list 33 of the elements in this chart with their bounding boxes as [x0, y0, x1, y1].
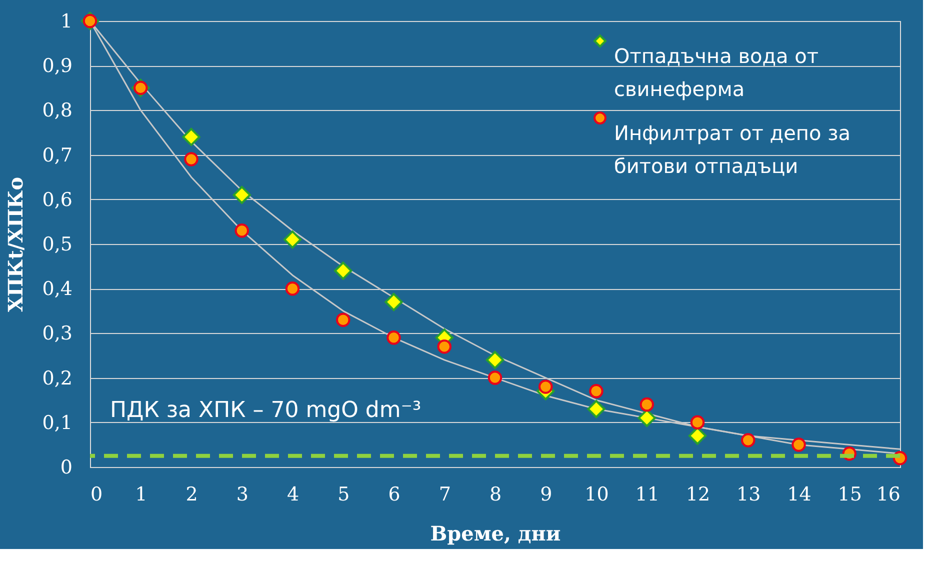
y-tick-label: 0,8	[42, 100, 72, 122]
x-tick-label: 11	[635, 484, 660, 506]
y-tick-label: 0,7	[42, 144, 72, 166]
x-tick-label: 16	[876, 484, 900, 506]
x-tick-label: 9	[540, 484, 552, 506]
y-tick-label: 1	[60, 10, 72, 32]
x-tick-label: 15	[838, 484, 862, 506]
legend-label: Инфилтрат от депо за битови отпадъци	[614, 121, 850, 178]
x-tick-label: 14	[787, 484, 812, 506]
x-tick-label: 12	[686, 484, 710, 506]
y-tick-label: 0,2	[42, 367, 72, 390]
x-tick-label: 8	[489, 484, 502, 506]
x-tick-label: 2	[186, 484, 198, 506]
y-tick-label: 0,6	[42, 188, 72, 211]
x-tick-label: 13	[736, 484, 761, 506]
y-tick-label: 0,1	[42, 412, 72, 434]
x-tick-label: 10	[584, 484, 609, 506]
y-axis-title: ХПКt/ХПКо	[3, 176, 28, 312]
x-tick-label: 1	[135, 484, 148, 506]
x-tick-label: 4	[286, 484, 300, 506]
x-tick-label: 7	[438, 484, 451, 506]
x-tick-label: 0	[90, 484, 103, 506]
y-tick-label: 0,5	[42, 234, 72, 256]
y-tick-label: 0,3	[42, 322, 72, 345]
y-tick-label: 0	[60, 456, 72, 478]
ref-line-label: ПДК за ХПК – 70 mgO dm⁻³	[110, 398, 422, 423]
x-tick-label: 5	[338, 484, 350, 506]
x-axis-title: Време, дни	[430, 522, 561, 546]
x-tick-label: 3	[236, 484, 248, 506]
y-tick-label: 0,4	[42, 278, 72, 300]
legend-label: Отпадъчна вода от свинеферма	[614, 44, 819, 101]
x-tick-label: 6	[388, 484, 400, 506]
y-tick-label: 0,9	[42, 55, 72, 78]
